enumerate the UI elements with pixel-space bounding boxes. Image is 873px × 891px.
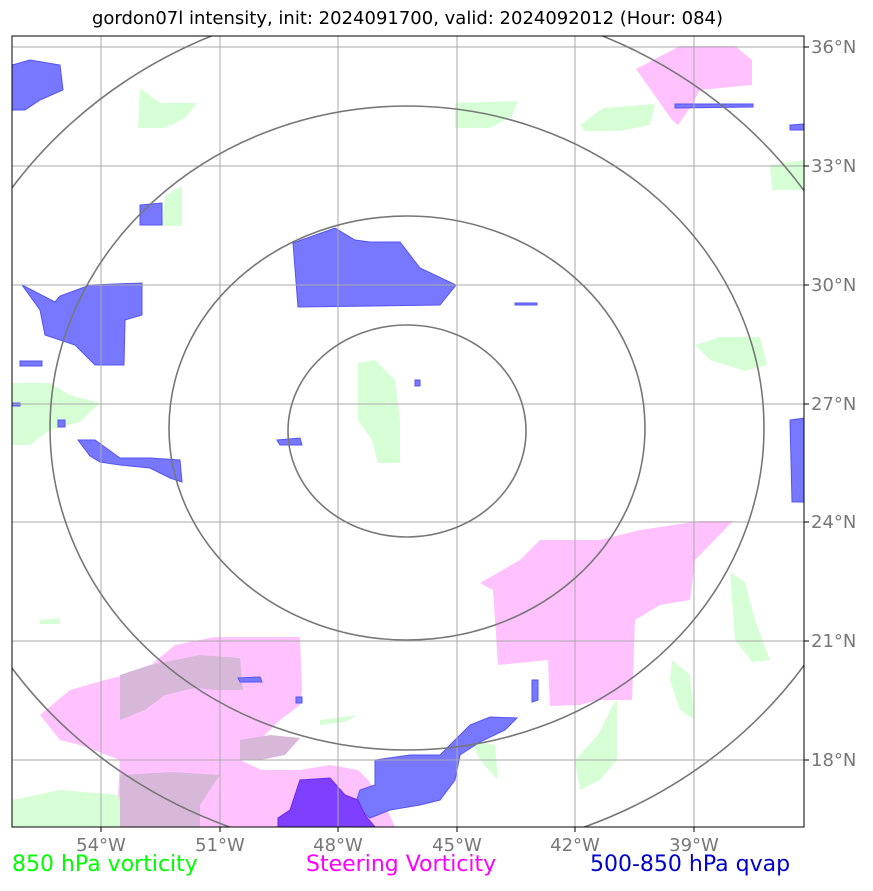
lon-label: 54°W — [76, 835, 126, 856]
overlap-fills — [120, 655, 300, 827]
legend-qvap: 500-850 hPa qvap — [590, 852, 791, 877]
lon-label: 39°W — [669, 835, 719, 856]
lat-label: 21°N — [811, 631, 856, 652]
legend-steering-vorticity: Steering Vorticity — [306, 852, 497, 877]
lat-label: 24°N — [811, 512, 856, 533]
lat-label: 30°N — [811, 275, 856, 296]
vorticity-850-fills — [12, 88, 804, 827]
graticule — [12, 36, 804, 827]
qvap-fills — [12, 59, 804, 819]
lon-label: 45°W — [432, 835, 482, 856]
map-title: gordon07l intensity, init: 2024091700, v… — [91, 8, 724, 29]
lat-label: 36°N — [811, 37, 856, 58]
lon-tick-labels: 54°W 51°W 48°W 45°W 42°W 39°W — [76, 835, 719, 856]
lon-label: 48°W — [313, 835, 363, 856]
lon-label: 51°W — [195, 835, 245, 856]
lat-label: 18°N — [811, 750, 856, 771]
lat-tick-labels: 36°N 33°N 30°N 27°N 24°N 21°N 18°N — [811, 37, 856, 771]
range-rings — [12, 36, 804, 827]
map-frame — [11, 35, 805, 828]
lat-label: 27°N — [811, 394, 856, 415]
legend-850-vorticity: 850 hPa vorticity — [12, 852, 198, 877]
lat-label: 33°N — [811, 156, 856, 177]
lon-label: 42°W — [550, 835, 600, 856]
tick-marks — [100, 46, 809, 832]
